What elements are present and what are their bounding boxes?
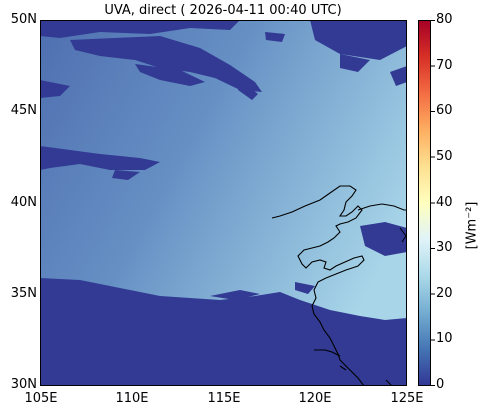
cloud-patch — [135, 64, 205, 86]
cloud-patch — [40, 146, 160, 170]
colorbar-tick-label: 40 — [436, 195, 453, 210]
map-title: UVA, direct ( 2026-04-11 00:40 UTC) — [104, 3, 342, 18]
cloud-patch — [340, 54, 370, 72]
colorbar-tick-marks — [430, 20, 435, 386]
cloud-patch — [295, 282, 315, 294]
lon-label: 105E — [24, 391, 58, 406]
colorbar-tick-label: 60 — [436, 103, 453, 118]
cloud-cover — [40, 20, 407, 386]
cloud-patch — [390, 66, 407, 86]
lat-label: 40N — [10, 195, 37, 210]
cloud-patch — [70, 36, 262, 92]
cloud-patch — [210, 290, 260, 300]
colorbar-tick-label: 50 — [436, 149, 453, 164]
colorbar — [418, 20, 435, 386]
cloud-patch — [310, 20, 407, 60]
lat-label: 35N — [10, 286, 37, 301]
colorbar-tick-label: 30 — [436, 240, 453, 255]
lon-label: 110E — [115, 391, 149, 406]
colorbar-tick-label: 80 — [436, 12, 453, 27]
cloud-patch — [40, 80, 70, 98]
colorbar-tick-label: 0 — [436, 377, 445, 392]
lat-label: 45N — [10, 103, 37, 118]
cloud-patch — [238, 80, 258, 100]
map-panel[interactable] — [40, 20, 407, 386]
cloud-patch — [40, 20, 240, 38]
cloud-patch — [112, 170, 140, 180]
colorbar-tick-label: 20 — [436, 286, 453, 301]
lon-label: 115E — [207, 391, 241, 406]
cloud-patch — [40, 278, 407, 386]
lon-label: 125E — [390, 391, 424, 406]
cloud-patch — [265, 32, 285, 42]
colorbar-gradient — [418, 20, 431, 386]
lon-label: 120E — [298, 391, 332, 406]
colorbar-tick-label: 10 — [436, 331, 453, 346]
colorbar-tick-label: 70 — [436, 58, 453, 73]
lat-label: 50N — [10, 12, 37, 27]
lat-label: 30N — [10, 377, 37, 392]
colorbar-unit-label: [Wm⁻²] — [464, 201, 480, 250]
cloud-patch — [360, 222, 407, 256]
coastline — [271, 185, 407, 386]
